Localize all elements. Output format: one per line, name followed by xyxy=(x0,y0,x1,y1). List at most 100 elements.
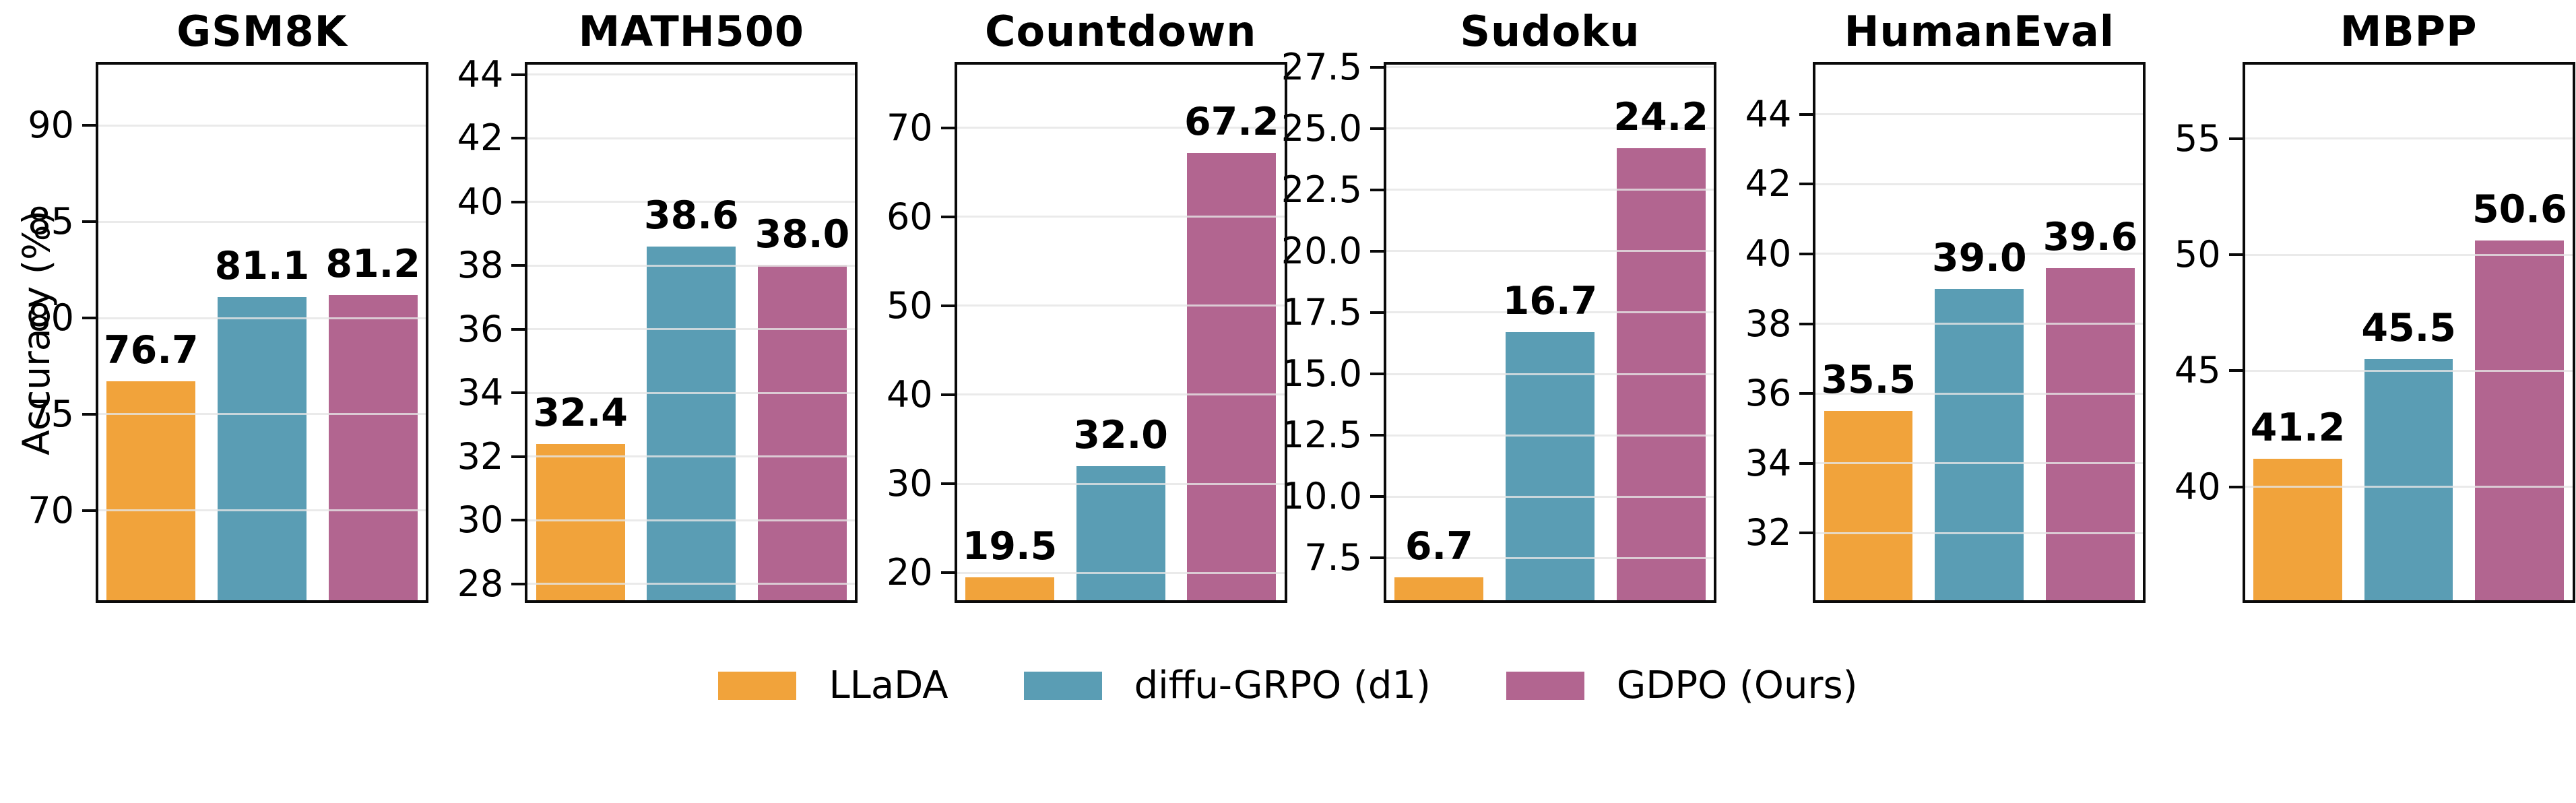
y-tick-label: 50 xyxy=(886,284,933,327)
gridline xyxy=(525,264,858,267)
y-tick-label: 28 xyxy=(457,562,504,605)
charts-row: GSM8K 76.7 81.1 81.2 70 75 80 85 90 Accuracy (%) M… xyxy=(0,0,2575,640)
panel-title: GSM8K xyxy=(176,7,348,56)
bar-llada xyxy=(1394,577,1484,601)
y-tick-mark xyxy=(82,412,96,416)
y-tick-mark xyxy=(82,509,96,512)
bar-diffu-grpo-d1- xyxy=(1076,465,1165,601)
gridline xyxy=(954,304,1287,307)
y-tick-label: 32 xyxy=(1745,511,1792,554)
y-tick-label: 38 xyxy=(1745,302,1792,345)
y-tick-label: 20 xyxy=(886,551,933,594)
bar-diffu-grpo-d1- xyxy=(2364,359,2453,601)
y-tick-mark xyxy=(511,582,525,585)
gridline xyxy=(1813,113,2146,116)
bar-gdpo-ours- xyxy=(2475,240,2565,601)
y-tick-mark xyxy=(940,304,955,307)
y-tick-label: 7.5 xyxy=(1304,536,1362,579)
chart-panel-humaneval: HumanEval 35.5 39.0 39.6 32 34 36 38 40 42 44 xyxy=(1717,0,2146,640)
bar-value-label: 81.1 xyxy=(214,243,310,288)
y-tick-label: 32 xyxy=(457,435,504,478)
gridline xyxy=(96,413,428,416)
bar-value-label: 39.0 xyxy=(1931,235,2027,280)
y-tick-mark xyxy=(1370,495,1384,499)
panel-title: MATH500 xyxy=(578,7,805,56)
y-tick-mark xyxy=(940,126,955,129)
bar-value-label: 32.0 xyxy=(1073,412,1168,457)
bar-value-label: 32.4 xyxy=(533,390,628,435)
y-tick-mark xyxy=(511,137,525,140)
bar-value-label: 19.5 xyxy=(962,523,1058,569)
y-tick-label: 50 xyxy=(2174,233,2221,276)
gridline xyxy=(1383,189,1716,191)
bar-value-label: 16.7 xyxy=(1502,279,1598,324)
y-tick-mark xyxy=(82,220,96,224)
y-tick-label: 17.5 xyxy=(1281,290,1362,333)
y-tick-label: 40 xyxy=(457,180,504,223)
legend-label: LLaDA xyxy=(829,664,948,707)
y-tick-mark xyxy=(511,519,525,522)
y-tick-mark xyxy=(82,317,96,320)
gridline xyxy=(2242,253,2575,256)
gridline xyxy=(525,73,858,76)
y-tick-label: 40 xyxy=(886,373,933,416)
gridline xyxy=(1813,323,2146,325)
gridline xyxy=(954,482,1287,485)
gridline xyxy=(1813,462,2146,465)
y-tick-label: 12.5 xyxy=(1281,414,1362,457)
gridline xyxy=(1383,127,1716,130)
legend-item-diffu-grpo-d1-: diffu-GRPO (d1) xyxy=(1023,664,1431,707)
legend-item-llada: LLaDA xyxy=(718,664,948,707)
gridline xyxy=(1383,434,1716,437)
y-tick-mark xyxy=(1370,127,1384,130)
gridline xyxy=(1813,392,2146,395)
y-tick-mark xyxy=(1799,532,1813,535)
y-tick-label: 15.0 xyxy=(1281,352,1362,395)
y-tick-label: 55 xyxy=(2174,117,2221,160)
y-tick-mark xyxy=(2228,137,2243,140)
panel-title: HumanEval xyxy=(1844,7,2115,56)
legend-label: GDPO (Ours) xyxy=(1616,664,1858,707)
gridline xyxy=(525,583,858,585)
gridline xyxy=(1383,373,1716,375)
y-tick-mark xyxy=(511,455,525,458)
gridline xyxy=(96,124,428,127)
bar-value-label: 6.7 xyxy=(1405,524,1473,569)
bar-gdpo-ours- xyxy=(328,294,418,601)
y-tick-mark xyxy=(2228,485,2243,488)
y-tick-label: 60 xyxy=(886,195,933,238)
y-tick-mark xyxy=(511,73,525,76)
bar-value-label: 41.2 xyxy=(2250,406,2346,451)
y-tick-mark xyxy=(1370,311,1384,314)
panel-title: Countdown xyxy=(984,7,1257,56)
y-tick-label: 42 xyxy=(1745,162,1792,205)
y-tick-label: 40 xyxy=(1745,232,1792,275)
gridline xyxy=(525,519,858,521)
y-tick-mark xyxy=(1799,183,1813,186)
gridline xyxy=(1383,311,1716,314)
bar-llada xyxy=(2253,459,2342,601)
y-tick-label: 90 xyxy=(28,104,74,147)
panel-title: MBPP xyxy=(2340,7,2478,56)
y-tick-label: 30 xyxy=(457,499,504,542)
y-tick-label: 80 xyxy=(28,296,74,340)
bar-diffu-grpo-d1- xyxy=(1506,332,1595,601)
gridline xyxy=(525,201,858,203)
gridline xyxy=(525,455,858,458)
legend-swatch-icon xyxy=(718,672,797,700)
legend-label: diffu-GRPO (d1) xyxy=(1134,664,1431,707)
y-tick-mark xyxy=(511,327,525,331)
y-tick-label: 36 xyxy=(457,307,504,350)
y-tick-label: 45 xyxy=(2174,349,2221,392)
y-tick-label: 70 xyxy=(28,488,74,532)
gridline xyxy=(1383,495,1716,498)
bar-gdpo-ours- xyxy=(1187,152,1277,601)
y-tick-label: 85 xyxy=(28,200,74,243)
y-tick-label: 36 xyxy=(1745,372,1792,415)
y-tick-mark xyxy=(1370,373,1384,376)
chart-panel-gsm8k: GSM8K 76.7 81.1 81.2 70 75 80 85 90 Accuracy (%) xyxy=(0,0,429,640)
gridline xyxy=(2242,486,2575,488)
gridline xyxy=(525,137,858,139)
gridline xyxy=(1813,253,2146,255)
y-tick-label: 40 xyxy=(2174,465,2221,508)
